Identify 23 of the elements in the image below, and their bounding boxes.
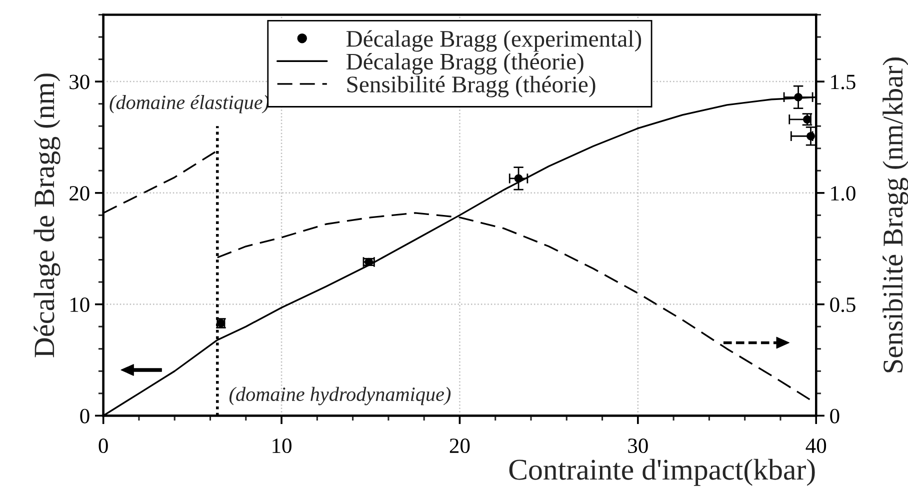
x-tick-label: 40 bbox=[806, 438, 826, 454]
y-axis-title: Décalage de Bragg (nm) bbox=[34, 74, 60, 358]
legend-label: Décalage Bragg (experimental) bbox=[346, 30, 642, 52]
x-tick-label: 0 bbox=[98, 438, 108, 454]
point bbox=[514, 174, 523, 183]
x-tick-label: 10 bbox=[272, 438, 292, 454]
point bbox=[794, 92, 802, 102]
x-tick-label: 20 bbox=[450, 438, 470, 454]
x-tick-label: 30 bbox=[628, 438, 648, 454]
annotation: (domaine élastique) bbox=[110, 95, 269, 114]
y2-tick-label: 1.5 bbox=[831, 74, 856, 90]
y-tick-label: 20 bbox=[70, 186, 90, 201]
legend-label: Décalage Bragg (théorie) bbox=[346, 52, 584, 75]
y-tick-label: 10 bbox=[70, 297, 90, 312]
legend-label: Sensibilité Bragg (théorie) bbox=[347, 76, 596, 98]
y2-tick-label: 0.5 bbox=[830, 297, 856, 312]
y2-tick-label: 1.0 bbox=[831, 186, 856, 201]
annotation: (domaine hydrodynamique) bbox=[229, 386, 451, 406]
y2-tick-label: 0 bbox=[830, 408, 840, 424]
y-tick-label: 30 bbox=[70, 74, 90, 90]
point bbox=[806, 132, 815, 140]
y-tick-label: 0 bbox=[80, 408, 90, 424]
x-axis-title: Contrainte d'impact(kbar) bbox=[509, 458, 815, 486]
